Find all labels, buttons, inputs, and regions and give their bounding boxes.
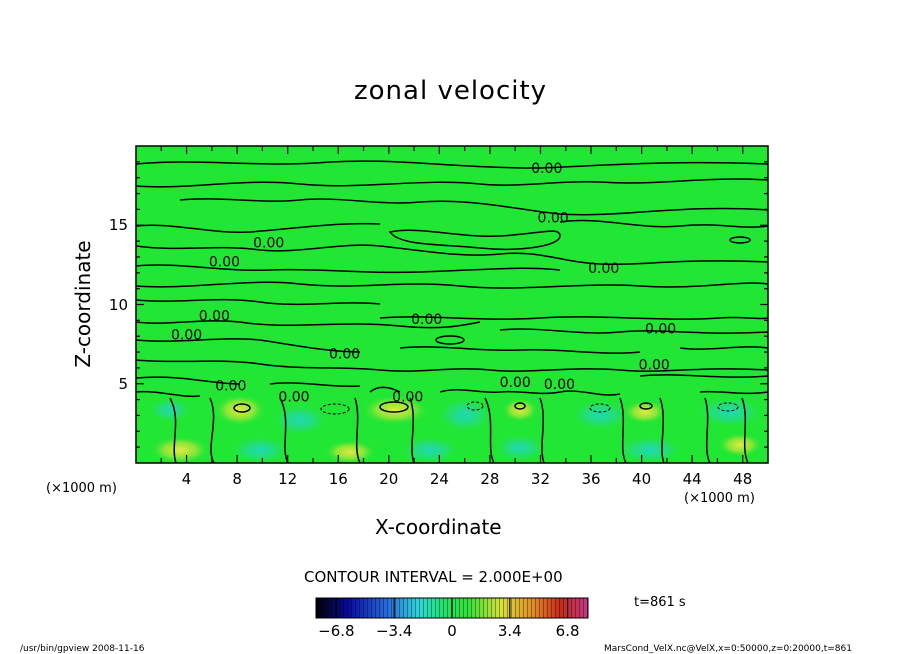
y-tick-label: 15 bbox=[108, 216, 128, 235]
contour-value-label: 0.00 bbox=[392, 389, 423, 405]
colorbar-tick-label: 6.8 bbox=[555, 622, 580, 640]
colorbar-tick-label: −6.8 bbox=[318, 622, 355, 640]
colorbar-tick-label: 3.4 bbox=[497, 622, 522, 640]
contour-value-label: 0.00 bbox=[199, 309, 230, 325]
x-tick-label: 32 bbox=[530, 470, 551, 488]
contour-value-label: 0.00 bbox=[253, 236, 284, 252]
x-tick-label: 20 bbox=[379, 470, 399, 488]
y-tick-label: 5 bbox=[118, 374, 128, 393]
x-tick-label: 48 bbox=[733, 470, 753, 488]
contour-interval-text: CONTOUR INTERVAL = 2.000E+00 bbox=[304, 568, 563, 586]
contour-value-label: 0.00 bbox=[215, 378, 246, 394]
chart-title: zonal velocity bbox=[354, 76, 548, 106]
contour-value-label: 0.00 bbox=[639, 358, 670, 374]
x-tick-label: 44 bbox=[682, 470, 702, 488]
time-label: t=861 s bbox=[634, 595, 686, 610]
x-unit-right: (×1000 m) bbox=[684, 491, 755, 506]
x-axis-ticks bbox=[160, 146, 744, 463]
contour-value-label: 0.00 bbox=[538, 210, 569, 226]
colorbar-tick-label: −3.4 bbox=[375, 622, 413, 640]
anomaly-field bbox=[148, 394, 764, 463]
x-tick-label: 12 bbox=[278, 470, 298, 488]
contour-value-label: 0.00 bbox=[411, 312, 442, 328]
colorbar-tick-label: 0 bbox=[447, 622, 457, 640]
x-tick-label: 36 bbox=[581, 470, 601, 488]
contour-value-label: 0.00 bbox=[278, 389, 309, 405]
contour-value-label: 0.00 bbox=[500, 375, 531, 391]
contour-value-label: 0.00 bbox=[588, 261, 619, 277]
contour-labels: 0.00 0.00 0.00 0.00 0.00 0.00 0.00 0.00 0.00 0.00… bbox=[171, 161, 676, 405]
contour-lines bbox=[136, 160, 768, 463]
contour-value-label: 0.00 bbox=[531, 161, 562, 177]
contour-value-label: 0.00 bbox=[209, 255, 240, 271]
contour-value-label: 0.00 bbox=[329, 347, 360, 363]
colorbar-ticks bbox=[335, 598, 569, 618]
x-tick-label: 8 bbox=[232, 470, 242, 488]
footer-right: MarsCond_VelX.nc@VelX,x=0:50000,z=0:2000… bbox=[604, 644, 852, 654]
y-axis-ticks bbox=[136, 161, 768, 448]
contour-value-label: 0.00 bbox=[171, 328, 202, 344]
x-tick-label: 40 bbox=[632, 470, 652, 488]
x-tick-label: 4 bbox=[181, 470, 192, 488]
x-tick-label: 24 bbox=[429, 470, 449, 488]
y-tick-label: 10 bbox=[108, 295, 128, 314]
x-tick-label: 28 bbox=[480, 470, 500, 488]
contour-value-label: 0.00 bbox=[645, 321, 676, 337]
footer-left: /usr/bin/gpview 2008-11-16 bbox=[20, 644, 145, 654]
x-unit-left: (×1000 m) bbox=[46, 481, 117, 496]
x-tick-label: 16 bbox=[328, 470, 348, 488]
negative-contours bbox=[320, 401, 739, 415]
x-axis-label: X-coordinate bbox=[375, 515, 502, 539]
contour-value-label: 0.00 bbox=[544, 377, 575, 393]
